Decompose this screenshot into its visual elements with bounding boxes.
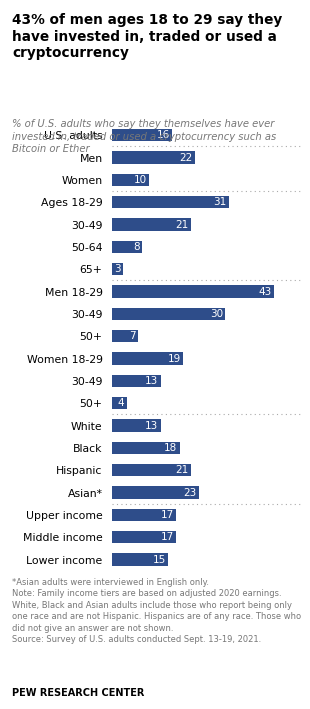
Bar (112, 263, 123, 275)
Bar (112, 330, 138, 342)
Text: 7: 7 (129, 331, 136, 341)
Text: 19: 19 (168, 354, 181, 364)
Text: % of U.S. adults who say they themselves have ever
invested in, traded or used a: % of U.S. adults who say they themselves… (12, 119, 277, 154)
Bar (112, 554, 168, 566)
Bar (112, 486, 199, 498)
Text: 15: 15 (153, 554, 166, 564)
Text: 4: 4 (118, 398, 124, 408)
Bar (112, 397, 127, 409)
Bar (112, 196, 229, 208)
Bar (112, 420, 161, 432)
Text: 43: 43 (259, 286, 272, 296)
Text: 43% of men ages 18 to 29 say they
have invested in, traded or used a
cryptocurre: 43% of men ages 18 to 29 say they have i… (12, 13, 283, 60)
Text: *Asian adults were interviewed in English only.
Note: Family income tiers are ba: *Asian adults were interviewed in Englis… (12, 578, 302, 644)
Bar (112, 352, 184, 364)
Text: 22: 22 (179, 152, 193, 162)
Bar (112, 218, 191, 230)
Bar (112, 174, 149, 186)
Text: 17: 17 (160, 532, 174, 542)
Bar (112, 308, 225, 320)
Bar (112, 241, 142, 253)
Text: 21: 21 (175, 465, 189, 475)
Text: 21: 21 (175, 220, 189, 230)
Text: 18: 18 (164, 443, 177, 453)
Bar (112, 442, 180, 454)
Text: 23: 23 (183, 488, 196, 498)
Text: PEW RESEARCH CENTER: PEW RESEARCH CENTER (12, 688, 145, 698)
Bar (112, 152, 195, 164)
Text: 3: 3 (114, 264, 121, 274)
Text: 31: 31 (213, 197, 227, 207)
Bar (112, 509, 176, 521)
Bar (112, 464, 191, 476)
Text: 8: 8 (133, 242, 140, 252)
Text: 13: 13 (145, 420, 158, 430)
Text: 17: 17 (160, 510, 174, 520)
Bar (112, 531, 176, 543)
Text: 10: 10 (134, 175, 147, 185)
Text: 30: 30 (210, 309, 223, 319)
Bar (112, 286, 274, 298)
Text: 16: 16 (157, 130, 170, 140)
Bar (112, 129, 172, 141)
Text: 13: 13 (145, 376, 158, 386)
Bar (112, 375, 161, 387)
